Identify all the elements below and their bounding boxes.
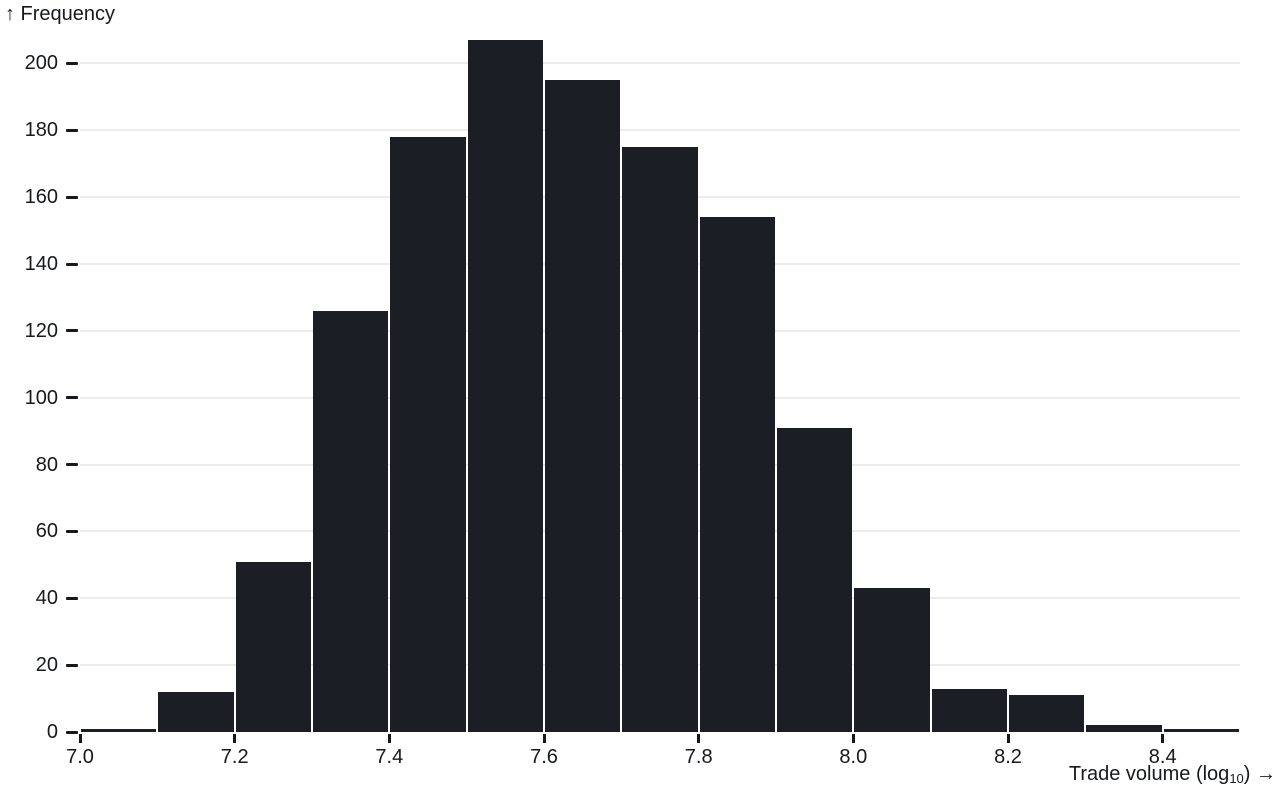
gridline	[80, 129, 1240, 132]
x-tick-label: 7.2	[220, 746, 249, 768]
y-tick-label: 60	[35, 520, 58, 543]
y-tick-label: 20	[35, 654, 58, 677]
y-tick-label: 160	[24, 186, 58, 209]
y-axis-title: ↑ Frequency	[5, 3, 116, 25]
x-tick-mark	[542, 734, 546, 743]
y-tick-label: 0	[46, 721, 58, 743]
y-tick-mark	[66, 195, 78, 199]
y-tick-mark	[66, 596, 78, 600]
x-tick-label: 8.0	[839, 746, 868, 768]
y-tick-label: 40	[35, 587, 58, 610]
x-tick-mark	[1161, 734, 1165, 743]
y-tick-label: 180	[24, 119, 58, 142]
histogram-bar	[467, 40, 543, 732]
x-tick-mark	[233, 734, 237, 743]
y-tick-mark	[66, 262, 78, 266]
x-tick-mark	[387, 734, 391, 743]
y-tick-mark	[66, 61, 78, 65]
y-tick-mark	[66, 396, 78, 400]
histogram-bar	[1086, 725, 1162, 732]
x-axis-title: Trade volume (log10) →	[1069, 763, 1276, 790]
x-tick-mark	[851, 734, 855, 743]
histogram-bar	[1163, 728, 1239, 732]
histogram-bar	[158, 691, 234, 732]
histogram-bar	[622, 147, 698, 732]
histogram-bar	[313, 310, 389, 732]
y-tick-label: 140	[24, 253, 58, 275]
x-tick-label: 7.8	[684, 746, 713, 768]
x-axis-title-text: Trade volume (log	[1068, 763, 1230, 785]
histogram-bar	[390, 136, 466, 732]
histogram-bar	[545, 80, 621, 732]
x-tick-mark	[78, 734, 82, 743]
y-tick-mark	[66, 730, 78, 734]
x-tick-label: 7.4	[375, 746, 404, 768]
histogram-bar	[854, 588, 930, 732]
x-tick-mark	[697, 734, 701, 743]
x-tick-label: 7.0	[66, 746, 94, 768]
x-axis-title-arrow: ) →	[1243, 763, 1276, 785]
histogram-bar	[81, 728, 157, 732]
x-axis-title-subscript: 10	[1229, 771, 1244, 786]
histogram-bar	[931, 688, 1007, 732]
y-tick-mark	[66, 128, 78, 132]
x-tick-mark	[1006, 734, 1010, 743]
histogram-bar	[235, 561, 311, 732]
y-tick-label: 120	[24, 319, 58, 342]
y-tick-mark	[66, 463, 78, 467]
histogram-bar	[1009, 695, 1085, 732]
histogram-bar	[777, 427, 853, 732]
y-tick-mark	[66, 529, 78, 533]
y-tick-label: 80	[35, 453, 58, 476]
x-tick-label: 8.2	[994, 746, 1022, 768]
x-tick-label: 7.6	[530, 746, 558, 768]
x-tick-label: 8.4	[1148, 746, 1177, 768]
y-tick-label: 200	[24, 52, 58, 75]
y-tick-mark	[66, 663, 78, 667]
y-tick-label: 100	[24, 386, 58, 409]
y-tick-mark	[66, 329, 78, 333]
histogram-bar	[699, 217, 775, 732]
gridline	[80, 62, 1240, 65]
